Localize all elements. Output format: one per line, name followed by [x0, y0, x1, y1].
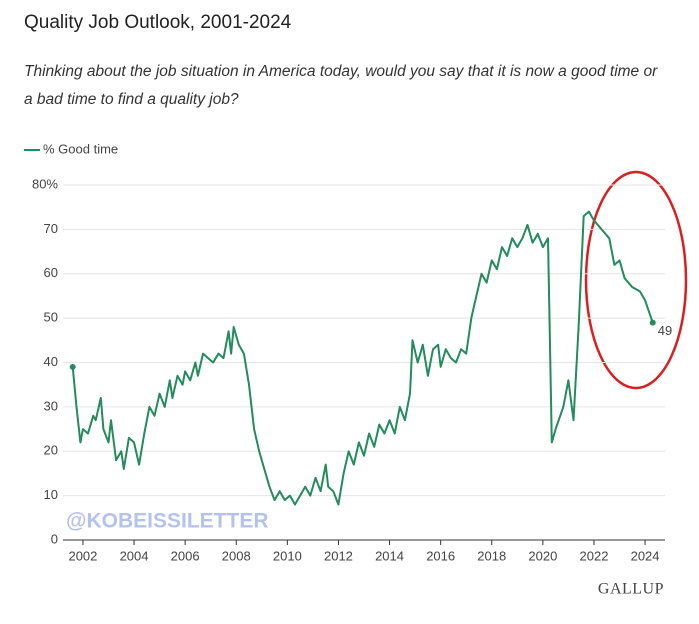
end-point [649, 319, 656, 326]
y-tick-label: 40 [44, 354, 58, 369]
x-tick-label: 2006 [171, 548, 200, 563]
x-tick-label: 2008 [222, 548, 251, 563]
y-tick-label: 80% [32, 176, 58, 191]
x-tick-label: 2024 [631, 548, 660, 563]
y-tick-label: 20 [44, 443, 58, 458]
x-tick-label: 2020 [528, 548, 557, 563]
y-tick-label: 0 [51, 531, 58, 546]
y-tick-label: 50 [44, 310, 58, 325]
data-line [71, 210, 654, 506]
data-label: 49 [658, 323, 672, 338]
x-tick-label: 2018 [477, 548, 506, 563]
x-tick-label: 2014 [375, 548, 404, 563]
legend-label: % Good time [43, 141, 118, 156]
y-tick-label: 70 [44, 221, 58, 236]
x-tick-label: 2012 [324, 548, 353, 563]
source: GALLUP [598, 581, 664, 598]
y-tick-label: 10 [44, 487, 58, 502]
y-tick-label: 60 [44, 265, 58, 280]
end-point [69, 363, 76, 370]
chart-subtitle: Thinking about the job situation in Amer… [24, 63, 658, 108]
y-tick-label: 30 [44, 398, 58, 413]
x-tick-label: 2016 [426, 548, 455, 563]
x-tick-label: 2002 [68, 548, 97, 563]
x-tick-label: 2010 [273, 548, 302, 563]
watermark: @KOBEISSILETTER [66, 510, 269, 533]
x-tick-label: 2022 [580, 548, 609, 563]
highlight-circle [584, 170, 688, 390]
x-tick-label: 2004 [120, 548, 149, 563]
chart-title: Quality Job Outlook, 2001-2024 [24, 12, 292, 33]
